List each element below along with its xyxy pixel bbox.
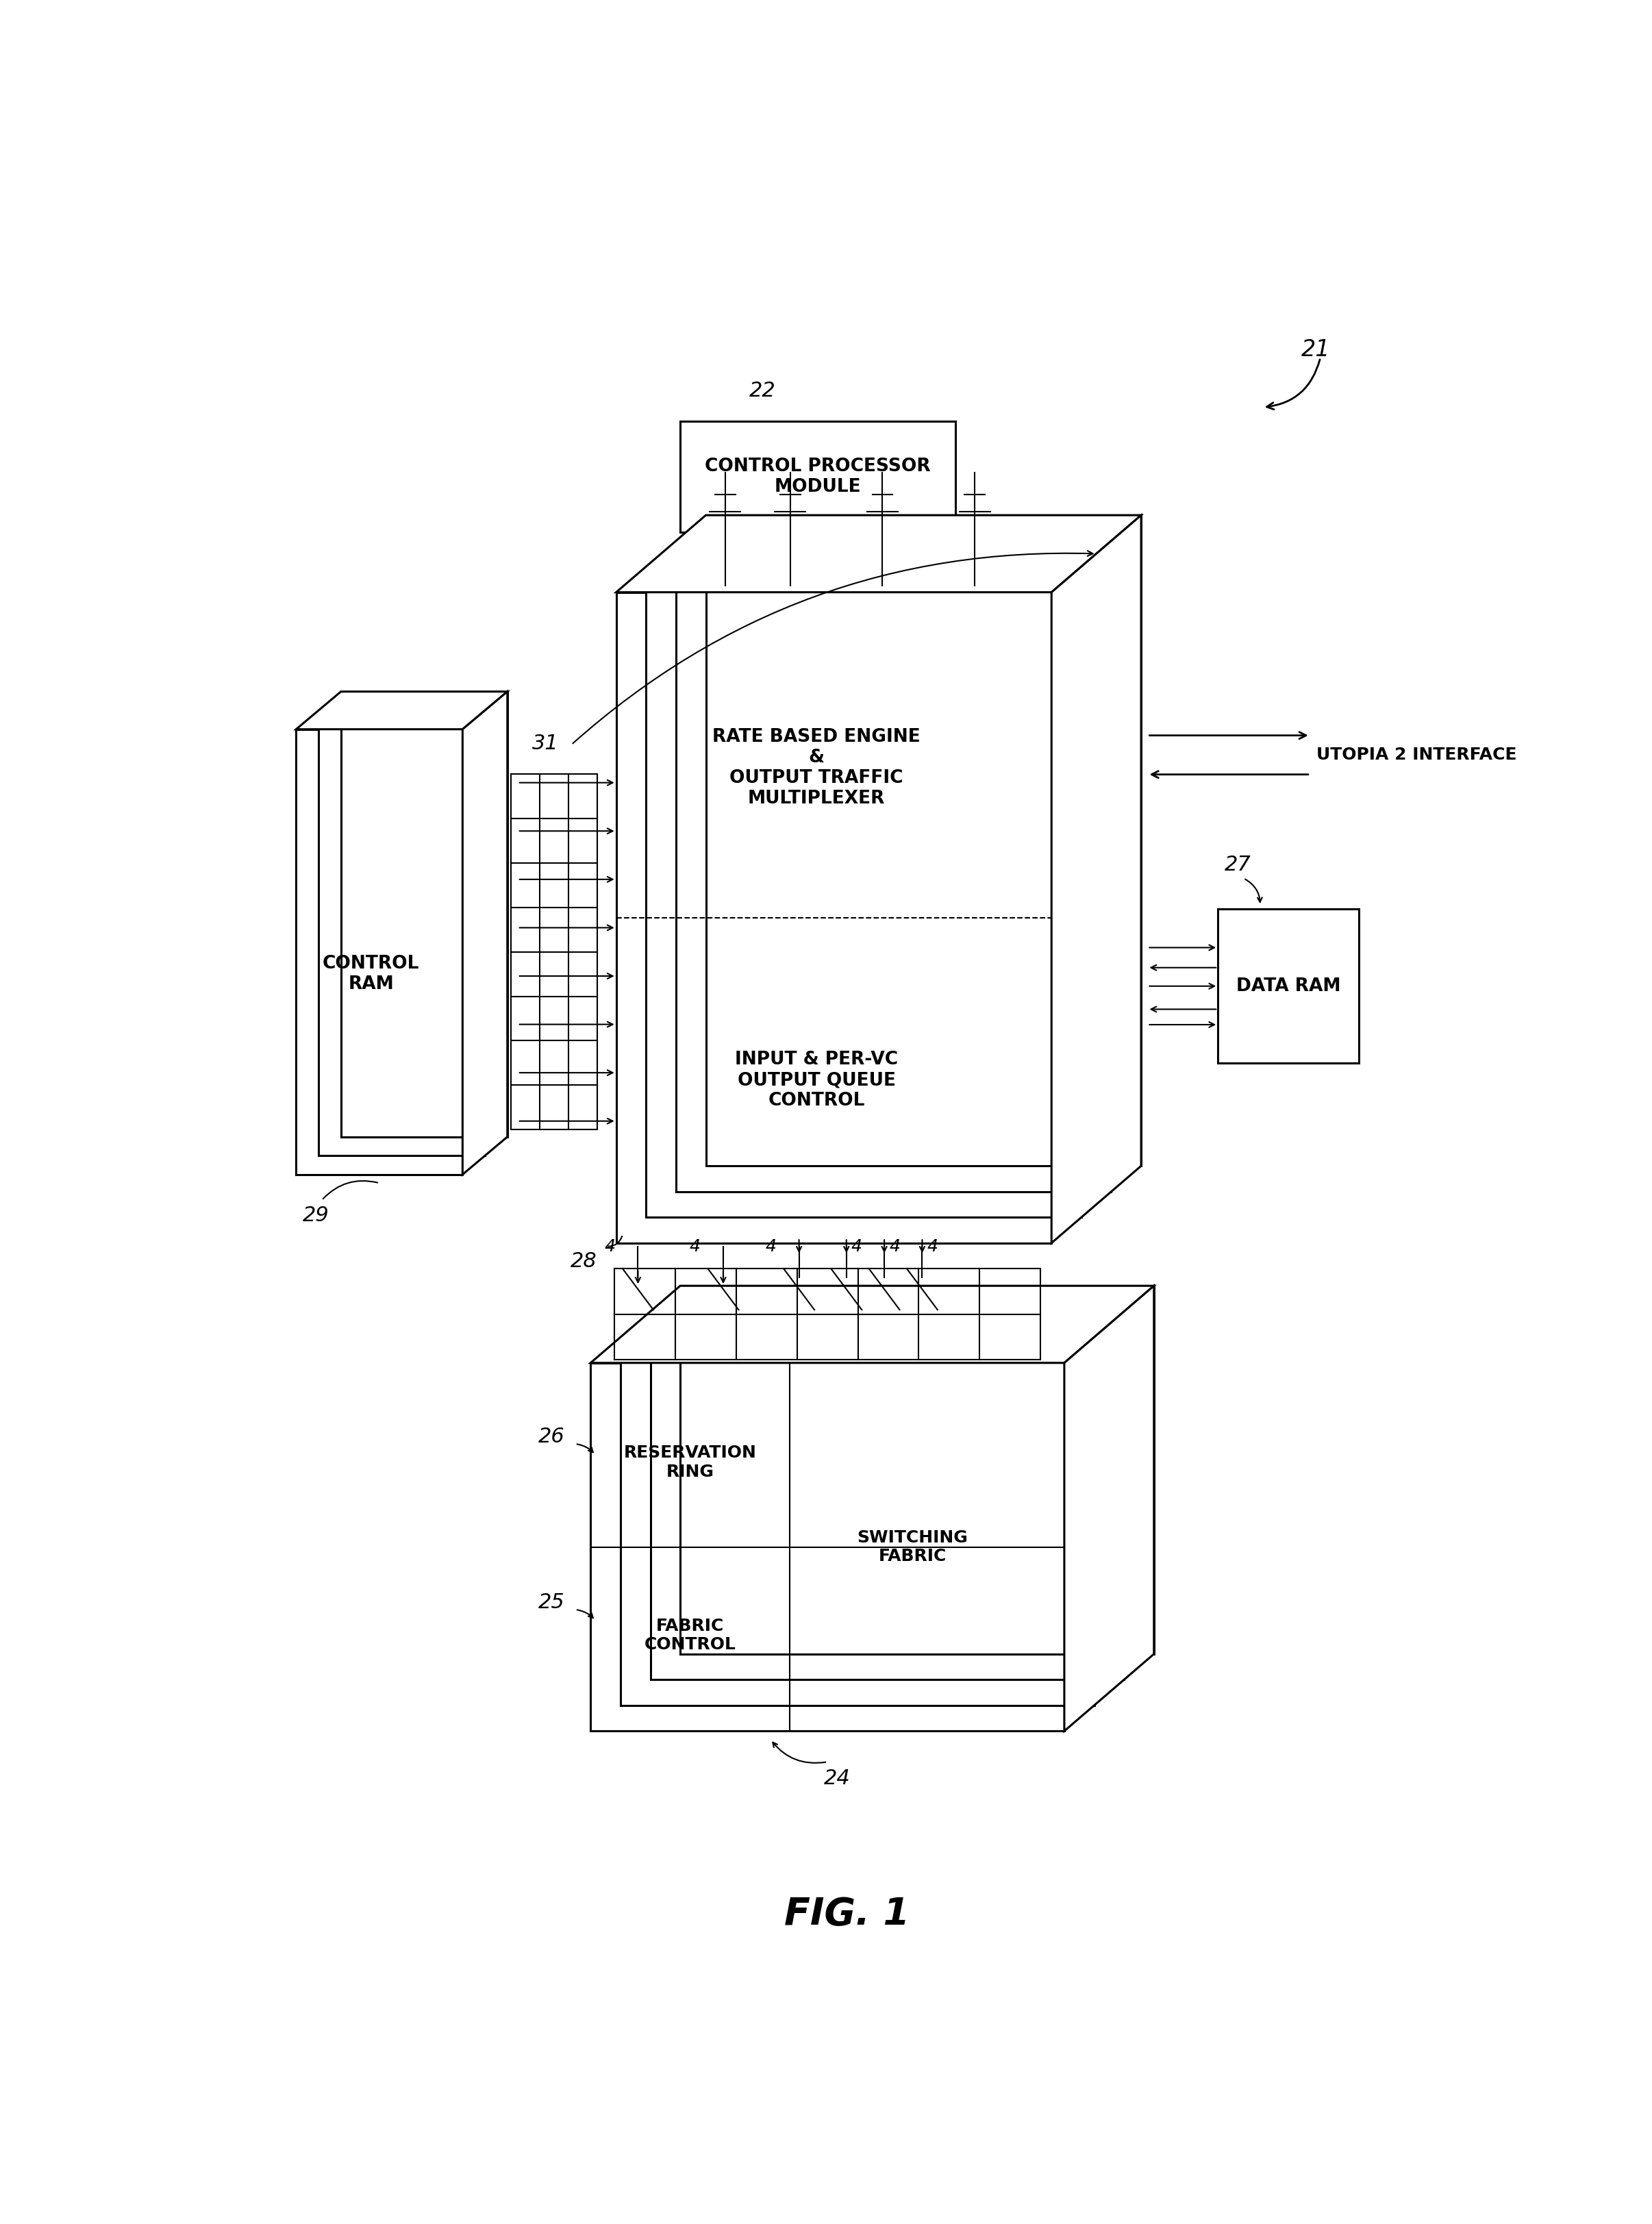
Text: CONTROL PROCESSOR
MODULE: CONTROL PROCESSOR MODULE [705,458,930,496]
Text: 25: 25 [539,1592,565,1612]
Text: DATA RAM: DATA RAM [1236,976,1340,994]
Polygon shape [463,692,507,1174]
Polygon shape [1064,1285,1155,1730]
Text: 4: 4 [689,1239,700,1254]
Text: 21: 21 [1302,338,1330,360]
Text: RESERVATION
RING: RESERVATION RING [624,1446,757,1479]
Text: 4: 4 [765,1239,776,1254]
Text: 4: 4 [605,1239,615,1254]
Text: 22: 22 [750,380,776,400]
Text: CONTROL
RAM: CONTROL RAM [322,954,420,994]
Polygon shape [340,692,507,1136]
Polygon shape [681,420,955,532]
Text: 28: 28 [570,1252,596,1272]
Text: FABRIC
CONTROL: FABRIC CONTROL [644,1617,735,1652]
Polygon shape [651,1312,1123,1679]
Polygon shape [616,516,1142,592]
Text: 27: 27 [1224,854,1251,874]
Text: SWITCHING
FABRIC: SWITCHING FABRIC [857,1530,968,1566]
Polygon shape [296,692,507,729]
Polygon shape [681,1285,1155,1655]
Polygon shape [1052,516,1142,1243]
Text: 4: 4 [851,1239,862,1254]
Text: 29: 29 [302,1205,329,1225]
Text: 4: 4 [889,1239,900,1254]
Polygon shape [296,729,463,1174]
Polygon shape [591,1363,1064,1730]
Polygon shape [705,516,1142,1165]
Polygon shape [676,540,1112,1192]
Text: 26: 26 [539,1426,565,1446]
Text: 31: 31 [532,734,558,754]
Text: 24: 24 [824,1768,851,1788]
Text: UTOPIA 2 INTERFACE: UTOPIA 2 INTERFACE [1317,747,1517,763]
Text: FIG. 1: FIG. 1 [785,1895,909,1933]
Polygon shape [319,709,486,1156]
Text: INPUT & PER-VC
OUTPUT QUEUE
CONTROL: INPUT & PER-VC OUTPUT QUEUE CONTROL [735,1052,899,1110]
Polygon shape [1218,910,1360,1063]
Polygon shape [616,592,1052,1243]
Polygon shape [591,1285,1155,1363]
Text: RATE BASED ENGINE
&
OUTPUT TRAFFIC
MULTIPLEXER: RATE BASED ENGINE & OUTPUT TRAFFIC MULTI… [712,727,920,807]
Polygon shape [646,567,1082,1217]
Polygon shape [621,1337,1094,1706]
Text: 4: 4 [927,1239,938,1254]
